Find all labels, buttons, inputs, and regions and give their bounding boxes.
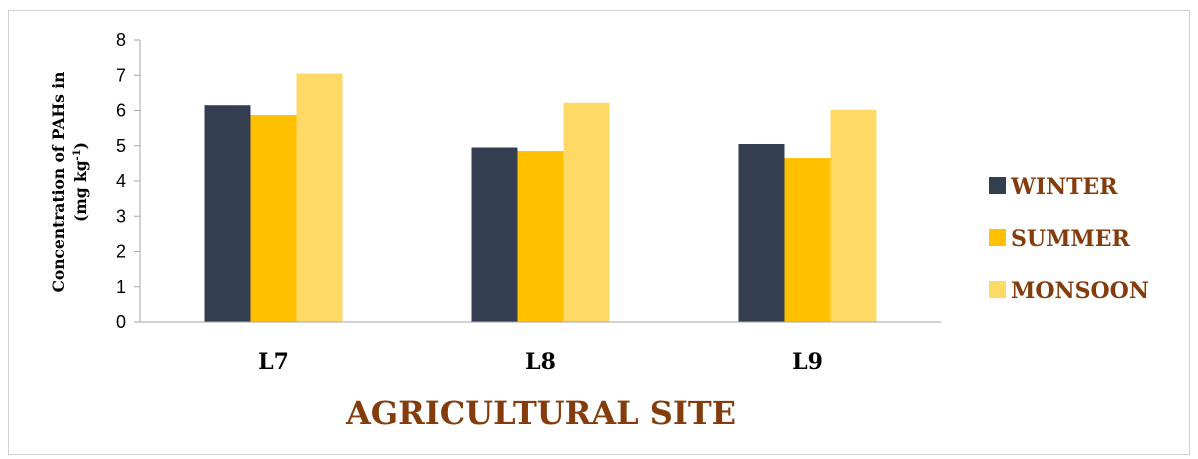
bars — [204, 73, 877, 323]
bar-monsoon-l8 — [563, 102, 610, 323]
bar-winter-l8 — [471, 147, 518, 322]
legend-item-winter: WINTER — [989, 174, 1118, 200]
y-axis: 0 1 2 3 4 5 6 7 8 — [116, 30, 141, 332]
bar-summer-l9 — [784, 158, 831, 322]
legend-swatch — [989, 229, 1006, 246]
y-tick-label: 7 — [116, 65, 126, 85]
legend-label: SUMMER — [1011, 226, 1131, 252]
y-axis-title-line2: (mg kg-1) — [71, 142, 90, 222]
x-category-label: L8 — [525, 349, 556, 375]
y-axis-title-line1: Concentration of PAHs in — [49, 72, 68, 293]
y-tick-label: 5 — [116, 136, 126, 156]
legend-swatch — [989, 281, 1006, 298]
bar-monsoon-l7 — [296, 73, 343, 322]
legend-item-monsoon: MONSOON — [989, 278, 1149, 304]
legend-item-summer: SUMMER — [989, 226, 1131, 252]
y-tick-label: 2 — [116, 242, 126, 262]
y-axis-title: Concentration of PAHs in (mg kg-1) — [49, 72, 90, 293]
y-tick-label: 0 — [116, 312, 126, 332]
bar-monsoon-l9 — [830, 109, 877, 322]
legend-label: WINTER — [1010, 174, 1118, 200]
y-axis-title-unit: (mg kg — [71, 160, 90, 222]
y-tick-label: 1 — [116, 277, 126, 297]
x-category-label: L9 — [792, 349, 823, 375]
legend: WINTER SUMMER MONSOON — [989, 174, 1149, 304]
legend-swatch — [989, 177, 1006, 194]
x-axis-title: AGRICULTURAL SITE — [345, 394, 736, 432]
x-axis: L7 L8 L9 — [140, 321, 941, 375]
y-axis-title-unit-exponent: -1 — [72, 149, 83, 160]
legend-label: MONSOON — [1011, 278, 1149, 304]
bar-summer-l8 — [517, 151, 564, 322]
bar-winter-l9 — [738, 143, 785, 322]
bar-summer-l7 — [250, 115, 297, 323]
y-tick-label: 6 — [116, 101, 126, 121]
y-axis-title-unit-close: ) — [71, 142, 90, 149]
y-tick-label: 4 — [116, 171, 126, 191]
bar-winter-l7 — [204, 105, 251, 323]
y-tick-label: 8 — [116, 30, 126, 50]
x-category-label: L7 — [258, 349, 289, 375]
y-tick-label: 3 — [116, 206, 126, 226]
